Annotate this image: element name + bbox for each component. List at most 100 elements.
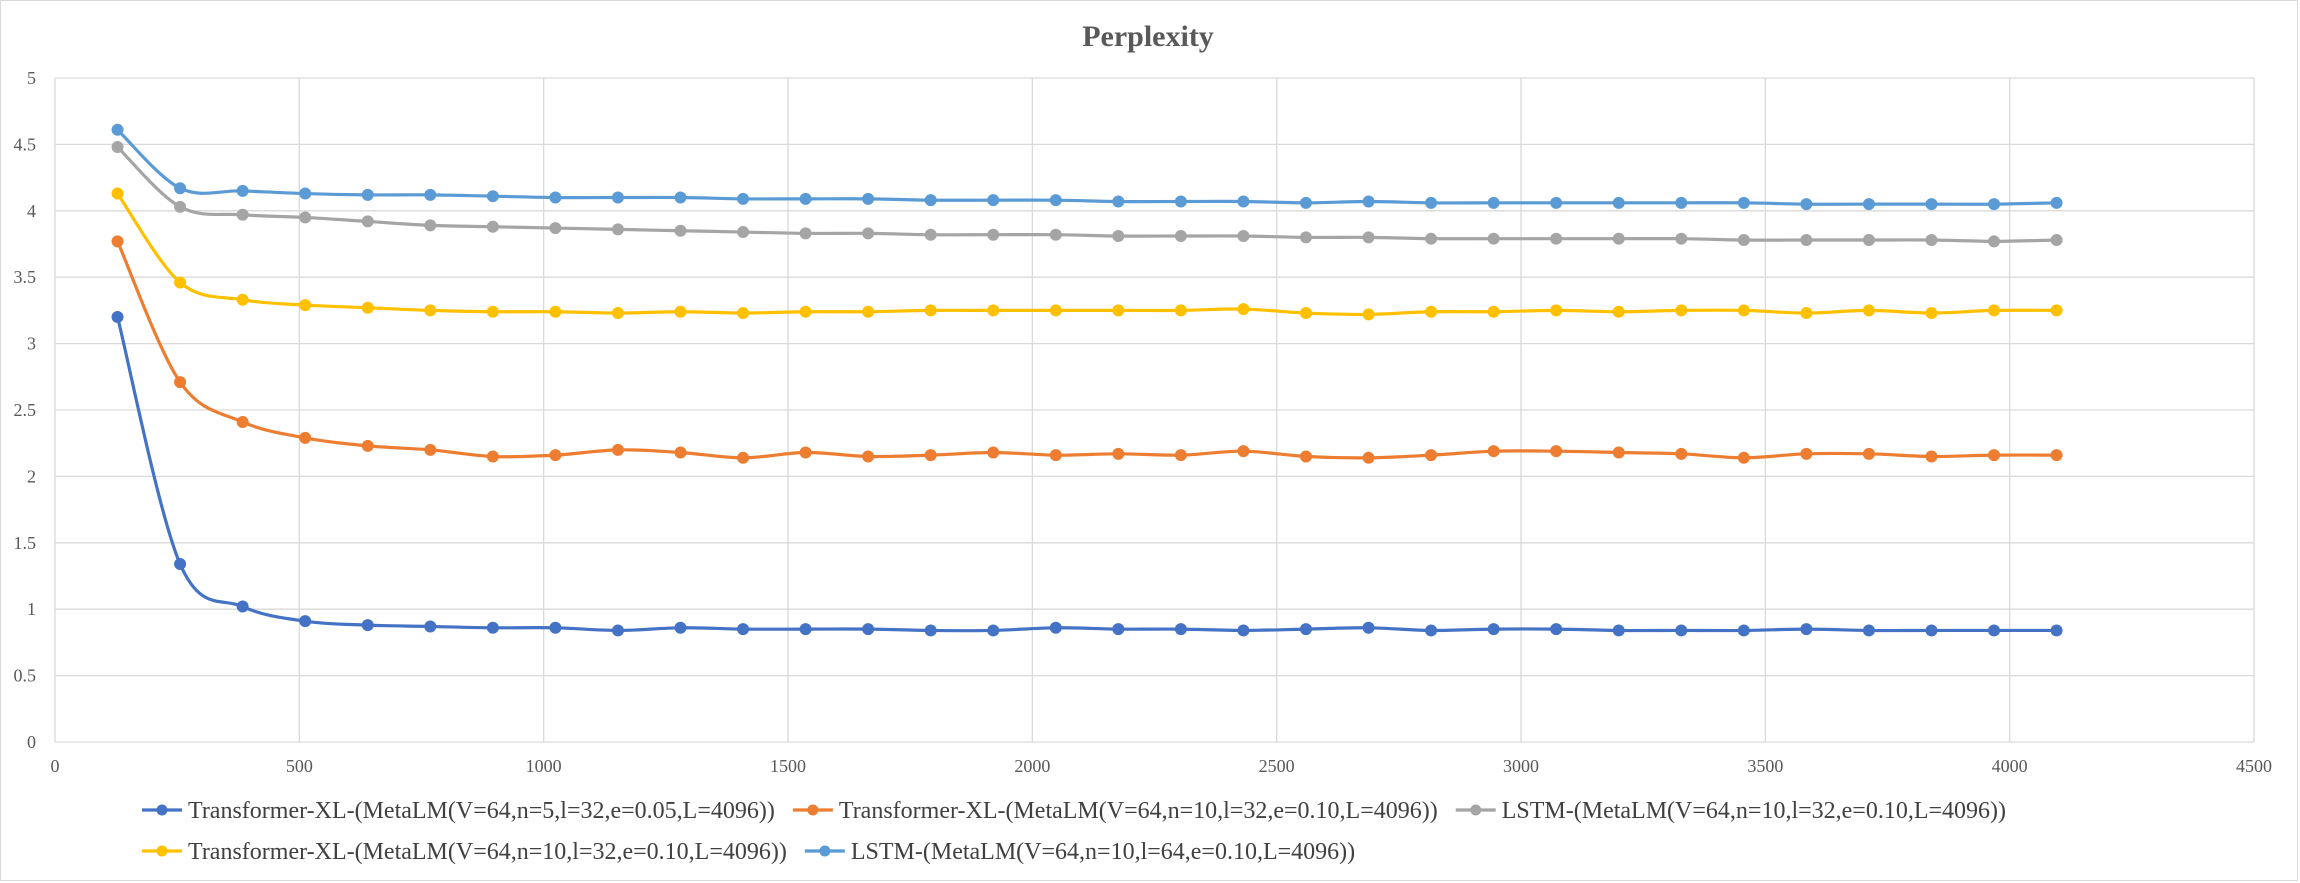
series-4-point	[1737, 304, 1750, 317]
series-2-point	[737, 451, 750, 464]
y-tick-label: 5	[27, 68, 36, 88]
series-2-point	[1362, 451, 1375, 464]
axis-layer: 0 0.5 1 1.5 2 2.5 3 3.5 4 4.5 5 0 500 1000 1500 2000 250…	[14, 68, 2273, 776]
series-1-point	[1550, 623, 1563, 636]
series-5-point	[924, 194, 937, 207]
series-2-point	[1675, 447, 1688, 460]
series-5-point	[1675, 196, 1688, 209]
series-1-point	[1675, 624, 1688, 637]
x-tick-label: 0	[51, 756, 60, 776]
series-1-point	[1237, 624, 1250, 637]
series-4-point	[2050, 304, 2063, 317]
series-4-point	[1612, 305, 1625, 318]
series-5-point	[1362, 195, 1375, 208]
x-tick-label: 1500	[770, 756, 806, 776]
series-3-point	[174, 200, 187, 213]
series-4-point	[1487, 305, 1500, 318]
series-5-point	[111, 123, 124, 136]
series-2-point	[1800, 447, 1813, 460]
legend-swatch-marker	[807, 804, 819, 816]
series-3-point	[486, 220, 499, 233]
series-1-point	[2050, 624, 2063, 637]
series-4-point	[862, 305, 875, 318]
series-5-point	[1049, 194, 1062, 207]
series-3-point	[1425, 232, 1438, 245]
series-3-point	[1800, 234, 1813, 247]
series-3-point	[674, 224, 687, 237]
series-4-point	[299, 299, 312, 312]
series-3-point	[799, 227, 812, 240]
series-3-point	[1862, 234, 1875, 247]
series-4-point	[1800, 307, 1813, 320]
series-5-point	[1425, 196, 1438, 209]
series-1-point	[1737, 624, 1750, 637]
series-1-point	[486, 621, 499, 634]
series-5-point	[361, 188, 374, 201]
series-4-point	[549, 305, 562, 318]
x-tick-label: 2500	[1259, 756, 1295, 776]
x-tick-label: 1000	[526, 756, 562, 776]
series-4-point	[674, 305, 687, 318]
y-tick-label: 1.5	[14, 533, 37, 553]
series-2-point	[2050, 449, 2063, 462]
series-1-point	[549, 621, 562, 634]
series-5-point	[1988, 198, 2001, 211]
series-1-point	[987, 624, 1000, 637]
series-2-point	[424, 443, 437, 456]
series-1-point	[236, 600, 249, 613]
series-4-point	[611, 307, 624, 320]
series-2	[111, 235, 2063, 464]
series-2-point	[1425, 449, 1438, 462]
series-2-point	[111, 235, 124, 248]
series-1-point	[1800, 623, 1813, 636]
series-5-point	[1487, 196, 1500, 209]
series-2-point	[674, 446, 687, 459]
series-5	[111, 123, 2063, 211]
series-2-point	[862, 450, 875, 463]
y-tick-label: 4.5	[14, 134, 37, 154]
series-1	[111, 311, 2063, 637]
series-3-point	[361, 215, 374, 228]
series-5-point	[1237, 195, 1250, 208]
series-2-point	[1737, 451, 1750, 464]
series-5-point	[611, 191, 624, 204]
x-tick-label: 4500	[2236, 756, 2272, 776]
series-1-point	[299, 615, 312, 628]
series-4-point	[799, 305, 812, 318]
series-3-point	[2050, 234, 2063, 247]
series-2-point	[1550, 445, 1563, 458]
series-1-point	[924, 624, 937, 637]
series-2-point	[611, 443, 624, 456]
series-4-point	[1174, 304, 1187, 317]
series-2-point	[549, 449, 562, 462]
series-3-point	[299, 211, 312, 224]
series-4	[111, 187, 2063, 321]
y-tick-label: 4	[27, 201, 36, 221]
series-3-point	[1612, 232, 1625, 245]
series-5-point	[236, 184, 249, 197]
legend-label: Transformer-XL-(MetaLM(V=64,n=10,l=32,e=…	[839, 798, 1438, 824]
series-5-point	[1612, 196, 1625, 209]
x-tick-label: 4000	[1992, 756, 2028, 776]
series-4-point	[987, 304, 1000, 317]
series-2-point	[1237, 445, 1250, 458]
series-3-point	[236, 208, 249, 221]
series-2-point	[1487, 445, 1500, 458]
series-3-point	[1112, 230, 1125, 243]
series-1-point	[361, 619, 374, 632]
legend-label: Transformer-XL-(MetaLM(V=64,n=5,l=32,e=0…	[188, 798, 775, 824]
series-3-point	[1925, 234, 1938, 247]
legend-label: LSTM-(MetaLM(V=64,n=10,l=32,e=0.10,L=409…	[1502, 798, 2006, 824]
legend-item-2: Transformer-XL-(MetaLM(V=64,n=10,l=32,e=…	[792, 798, 1438, 824]
series-2-point	[1049, 449, 1062, 462]
series-4-point	[486, 305, 499, 318]
series-4-point	[924, 304, 937, 317]
series-3	[111, 141, 2063, 248]
series-1-point	[799, 623, 812, 636]
x-tick-label: 3500	[1747, 756, 1783, 776]
series-3-point	[549, 222, 562, 235]
series-5-point	[1174, 195, 1187, 208]
series-4-point	[1425, 305, 1438, 318]
y-tick-label: 3	[27, 334, 36, 354]
